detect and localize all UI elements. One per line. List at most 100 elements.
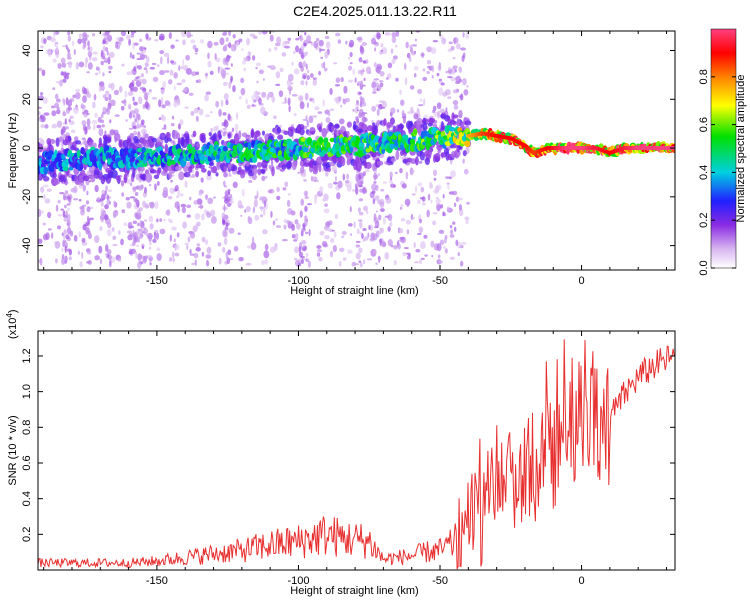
spectrogram-panel: -150 -100 -50 0 -40 -20 0 20 40 Height of straigh… bbox=[7, 30, 676, 297]
spectrogram-ridge-mark bbox=[282, 142, 288, 147]
spectrogram-noise-mark bbox=[94, 235, 100, 243]
spectrogram-halo-mark bbox=[168, 171, 173, 180]
spectrogram-noise-mark bbox=[126, 230, 133, 234]
spectrogram-noise-mark bbox=[354, 77, 357, 83]
spectrogram-noise-mark bbox=[435, 198, 441, 205]
spectrogram-ridge-mark bbox=[381, 148, 386, 154]
spectrogram-noise-mark bbox=[417, 88, 423, 95]
spectrogram-noise-mark bbox=[339, 247, 345, 253]
spectrogram-noise-mark bbox=[366, 258, 373, 261]
spectrogram-noise-mark bbox=[117, 257, 122, 262]
spectrogram-noise-mark bbox=[62, 210, 66, 217]
spectrogram-noise-mark bbox=[114, 41, 119, 49]
spectrogram-noise-mark bbox=[82, 224, 87, 231]
snr-ytick-label: 0.6 bbox=[21, 455, 33, 470]
spectrogram-noise-mark bbox=[454, 76, 458, 81]
spectrogram-noise-mark bbox=[134, 118, 137, 123]
spectrogram-noise-mark bbox=[64, 245, 67, 254]
spectrogram-noise-mark bbox=[305, 258, 310, 263]
colorbar-axes: 0.0 0.2 0.4 0.6 0.8 Normalized spectral ampli… bbox=[698, 28, 747, 276]
colorbar-gradient bbox=[711, 29, 736, 268]
spectrogram-noise-mark bbox=[99, 198, 104, 202]
colorbar-tick-label: 0.2 bbox=[698, 213, 710, 228]
spectrogram-noise-mark bbox=[156, 247, 161, 252]
spectrogram-noise-mark bbox=[132, 96, 135, 102]
spectrogram-noise-mark bbox=[139, 219, 142, 228]
spectrogram-noise-mark bbox=[170, 122, 175, 127]
spectrogram-noise-mark bbox=[304, 218, 308, 227]
spectrogram-noise-mark bbox=[251, 95, 255, 101]
spectrogram-noise-mark bbox=[291, 224, 295, 232]
spectrogram-noise-mark bbox=[136, 124, 141, 129]
spectrogram-noise-mark bbox=[304, 196, 309, 199]
spectrogram-halo-mark bbox=[185, 135, 190, 145]
spectrogram-noise-mark bbox=[382, 217, 386, 225]
spectrogram-noise-mark bbox=[377, 86, 382, 91]
spectrogram-halo-mark bbox=[422, 122, 428, 132]
spectrogram-noise-mark bbox=[307, 260, 311, 268]
spectrogram-noise-mark bbox=[143, 92, 148, 100]
spectrogram-noise-mark bbox=[55, 204, 59, 212]
spectrogram-noise-mark bbox=[207, 40, 213, 49]
spectrogram-noise-mark bbox=[86, 71, 90, 74]
spectrogram-noise-mark bbox=[382, 181, 387, 184]
spectrogram-noise-mark bbox=[380, 43, 384, 48]
spectrogram-noise-mark bbox=[306, 102, 310, 109]
spectrogram-halo-mark bbox=[287, 160, 292, 168]
spectrogram-noise-mark bbox=[105, 107, 109, 113]
spectrogram-noise-mark bbox=[195, 79, 199, 83]
spectrogram-noise-mark bbox=[92, 101, 96, 109]
spectrogram-noise-mark bbox=[436, 243, 442, 252]
spectrogram-noise-mark bbox=[110, 99, 116, 107]
spectrogram-noise-mark bbox=[315, 37, 320, 42]
spectrogram-halo-mark bbox=[200, 168, 207, 173]
spectrogram-noise-mark bbox=[56, 120, 63, 128]
spectrogram-noise-mark bbox=[455, 239, 459, 246]
spectrogram-noise-mark bbox=[214, 53, 217, 61]
spectrogram-noise-mark bbox=[225, 251, 229, 260]
spectrogram-noise-mark bbox=[84, 62, 88, 68]
spectrogram-noise-mark bbox=[237, 200, 243, 208]
spectrogram-ridge-mark bbox=[154, 151, 159, 158]
spectrogram-noise-mark bbox=[134, 198, 139, 204]
spectrogram-noise-mark bbox=[62, 193, 66, 201]
spectrogram-noise-mark bbox=[379, 82, 384, 88]
spectrogram-noise-mark bbox=[367, 232, 370, 239]
spectrogram-noise-mark bbox=[255, 62, 262, 67]
spectrogram-noise-mark bbox=[207, 197, 214, 205]
spectrogram-noise-mark bbox=[123, 98, 127, 107]
spectrogram-noise-mark bbox=[447, 67, 452, 71]
spectrogram-noise-mark bbox=[403, 246, 409, 249]
spectrogram-noise-mark bbox=[174, 244, 180, 251]
spectrogram-noise-mark bbox=[373, 34, 377, 38]
spectrogram-noise-mark bbox=[52, 58, 57, 63]
spectrogram-noise-mark bbox=[356, 37, 363, 41]
spectrogram-halo-mark bbox=[156, 142, 163, 147]
spectrogram-noise-mark bbox=[358, 247, 363, 254]
spectrogram-noise-mark bbox=[107, 102, 112, 110]
spectrogram-noise-mark bbox=[293, 68, 300, 75]
spectrogram-noise-mark bbox=[287, 37, 292, 41]
spectrogram-noise-mark bbox=[176, 97, 180, 105]
spectrogram-halo-mark bbox=[88, 141, 94, 148]
spectrogram-noise-mark bbox=[162, 80, 166, 89]
spectrogram-noise-mark bbox=[86, 190, 89, 196]
spectrogram-ridge-mark bbox=[80, 147, 85, 155]
spectrogram-noise-mark bbox=[108, 189, 112, 192]
spectrogram-noise-mark bbox=[335, 77, 341, 83]
spectrogram-noise-mark bbox=[228, 81, 232, 89]
spectrogram-noise-mark bbox=[159, 218, 163, 222]
spectrogram-noise-mark bbox=[411, 169, 415, 174]
spectrogram-noise-mark bbox=[294, 219, 299, 225]
spectrogram-noise-mark bbox=[221, 71, 226, 80]
spectrogram-noise-mark bbox=[108, 70, 112, 74]
spectrogram-noise-mark bbox=[251, 236, 255, 245]
spectrogram-noise-mark bbox=[167, 196, 173, 200]
spectrogram-noise-mark bbox=[40, 124, 45, 128]
spectrogram-noise-mark bbox=[262, 78, 265, 81]
spectrogram-noise-mark bbox=[66, 56, 72, 60]
spectrogram-noise-mark bbox=[310, 42, 314, 46]
spectrogram-halo-mark bbox=[39, 146, 43, 152]
spectrogram-ridge-mark bbox=[344, 137, 349, 143]
spectrogram-noise-mark bbox=[207, 60, 212, 68]
